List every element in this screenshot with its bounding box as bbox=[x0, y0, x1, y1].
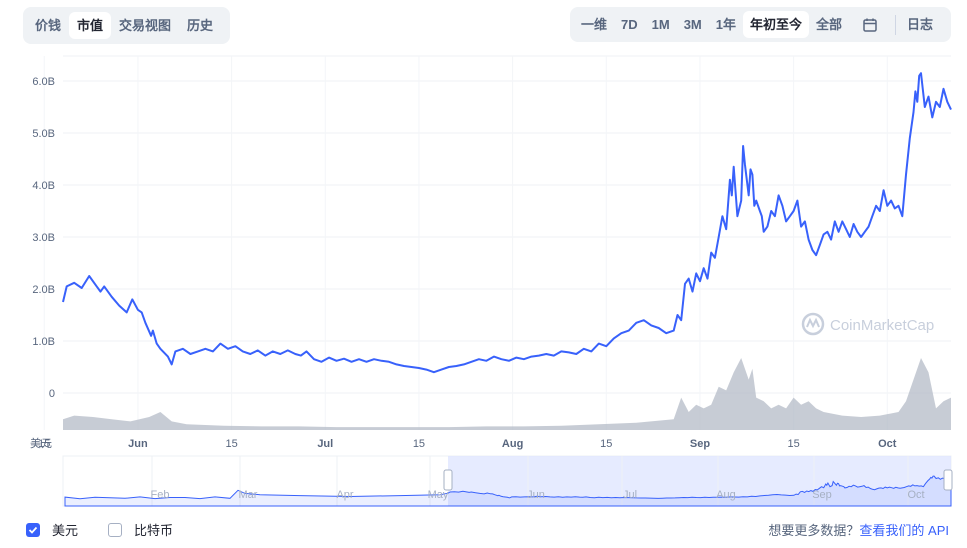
range-3m[interactable]: 3M bbox=[683, 17, 702, 32]
navigator-tick-label: Jul bbox=[623, 489, 637, 501]
navigator-tick-label: May bbox=[428, 489, 449, 501]
volume-bars bbox=[63, 358, 951, 430]
range-7d[interactable]: 7D bbox=[621, 17, 638, 32]
calendar-icon-glyph bbox=[863, 18, 877, 32]
y-tick-label: 1.0B bbox=[32, 336, 55, 348]
tab-price[interactable]: 价钱 bbox=[35, 18, 62, 33]
chart-gridlines bbox=[43, 55, 951, 430]
range-1y[interactable]: 1年 bbox=[715, 17, 736, 32]
currency-axis-label: 美元 bbox=[30, 437, 52, 450]
time-range-tabs: 一维 7D 1M 3M 1年 年初至今 全部 日志 bbox=[570, 7, 951, 42]
check-icon bbox=[28, 526, 38, 534]
x-tick-label: Jul bbox=[317, 438, 333, 450]
x-tick-label: Oct bbox=[878, 438, 897, 450]
navigator-axis: Feb Mar Apr May Jun Jul Aug Sep Oct bbox=[151, 489, 925, 501]
tab-history[interactable]: 历史 bbox=[187, 18, 214, 33]
y-tick-label: 0 bbox=[49, 388, 55, 400]
y-tick-label: 6.0B bbox=[32, 76, 55, 88]
x-tick-label: Jun bbox=[128, 438, 148, 450]
range-ytd[interactable]: 年初至今 bbox=[743, 11, 810, 38]
api-note-text: 想要更多数据？ bbox=[768, 523, 860, 538]
y-tick-label: 5.0B bbox=[32, 128, 55, 140]
tab-trading-view[interactable]: 交易视图 bbox=[119, 18, 172, 33]
range-all[interactable]: 全部 bbox=[816, 17, 843, 32]
navigator-right-handle[interactable] bbox=[943, 469, 953, 491]
watermark-text: CoinMarketCap bbox=[830, 317, 934, 334]
x-tick-label: 15 bbox=[225, 438, 237, 450]
usd-checkbox[interactable] bbox=[26, 522, 40, 537]
y-axis: 6.0B 5.0B 4.0B 3.0B 2.0B 1.0B 0 bbox=[32, 76, 55, 400]
btc-checkbox[interactable] bbox=[108, 522, 123, 537]
y-tick-label: 2.0B bbox=[32, 284, 55, 296]
volume-area bbox=[63, 358, 951, 430]
currency-legend: 美元 比特币 bbox=[26, 520, 203, 539]
legend-btc[interactable]: 比特币 bbox=[108, 520, 173, 539]
x-tick-label: 15 bbox=[413, 438, 425, 450]
y-tick-label: 3.0B bbox=[32, 232, 55, 244]
navigator-tick-label: Jun bbox=[527, 489, 545, 501]
calendar-icon[interactable] bbox=[849, 11, 891, 38]
range-navigator[interactable]: Feb Mar Apr May Jun Jul Aug Sep Oct bbox=[62, 455, 953, 507]
range-1m[interactable]: 1M bbox=[651, 17, 670, 32]
navigator-tick-label: Sep bbox=[812, 489, 832, 501]
market-cap-chart[interactable]: 6.0B5.0B4.0B3.0B2.0B1.0B0 CoinMarketCap … bbox=[0, 50, 967, 510]
btc-label: 比特币 bbox=[134, 523, 174, 538]
navigator-tick-label: Oct bbox=[907, 489, 924, 501]
navigator-tick-label: Apr bbox=[336, 489, 353, 501]
navigator-tick-label: Feb bbox=[151, 489, 170, 501]
x-axis: 15 Jun 15 Jul 15 Aug 15 Sep 15 Oct bbox=[38, 438, 897, 450]
log-scale-toggle[interactable]: 日志 bbox=[907, 17, 934, 32]
x-tick-label: 15 bbox=[788, 438, 800, 450]
x-tick-label: 15 bbox=[600, 438, 612, 450]
y-tick-label: 4.0B bbox=[32, 180, 55, 192]
navigator-tick-label: Mar bbox=[239, 489, 258, 501]
usd-label: 美元 bbox=[52, 523, 79, 538]
market-cap-line bbox=[62, 72, 952, 374]
coinmarketcap-watermark: CoinMarketCap bbox=[801, 312, 934, 336]
navigator-left-handle[interactable] bbox=[443, 469, 453, 491]
navigator-tick-label: Aug bbox=[716, 489, 736, 501]
x-tick-label: Sep bbox=[690, 438, 710, 450]
range-1d[interactable]: 一维 bbox=[581, 17, 608, 32]
api-link[interactable]: 查看我们的 API bbox=[859, 523, 949, 538]
chart-type-tabs: 价钱 市值 交易视图 历史 bbox=[23, 7, 230, 44]
tab-divider bbox=[895, 14, 897, 35]
tab-market-cap[interactable]: 市值 bbox=[69, 12, 112, 39]
x-tick-label: 15 bbox=[38, 438, 50, 450]
api-note: 想要更多数据？查看我们的 API bbox=[768, 520, 949, 539]
navigator-gridlines bbox=[151, 456, 909, 506]
legend-usd[interactable]: 美元 bbox=[26, 520, 78, 539]
x-tick-label: Aug bbox=[502, 438, 523, 450]
navigator-line bbox=[64, 475, 952, 507]
